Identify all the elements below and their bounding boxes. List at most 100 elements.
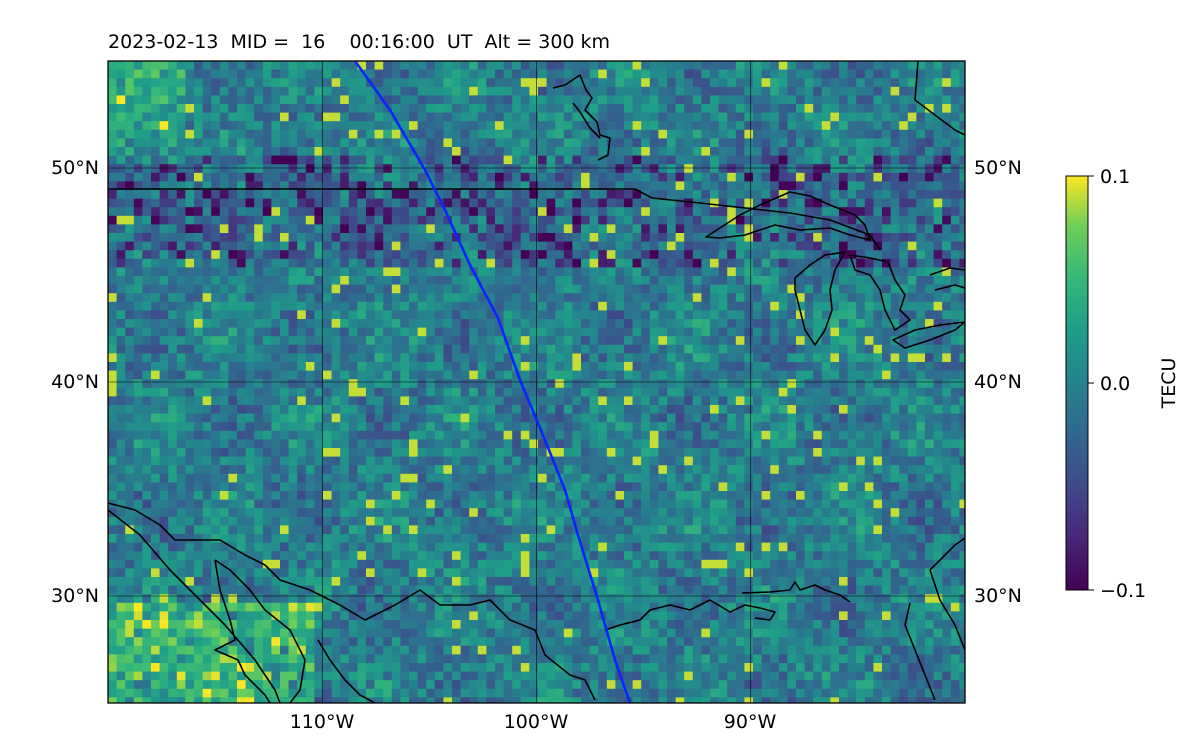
tec-cell	[658, 276, 668, 286]
tec-cell	[950, 465, 960, 475]
tec-cell	[632, 86, 642, 96]
tec-cell	[615, 61, 625, 71]
tec-cell	[821, 78, 831, 88]
tec-cell	[288, 86, 298, 96]
tec-cell	[649, 448, 659, 458]
tec-cell	[374, 267, 384, 277]
tec-cell	[211, 155, 221, 165]
tec-cell	[477, 430, 487, 440]
tec-cell	[245, 138, 255, 148]
tec-cell	[813, 198, 823, 208]
tec-cell	[959, 310, 965, 320]
tec-cell	[933, 95, 943, 105]
tec-cell	[314, 413, 324, 423]
tec-cell	[830, 138, 840, 148]
tec-cell	[443, 293, 453, 303]
tec-cell	[667, 430, 677, 440]
tec-cell	[658, 284, 668, 294]
tec-cell	[753, 172, 763, 182]
tec-cell	[202, 353, 212, 363]
tec-cell	[366, 336, 376, 346]
tec-cell	[194, 181, 204, 191]
tec-cell	[486, 319, 496, 329]
tec-cell	[477, 319, 487, 329]
tec-cell	[821, 301, 831, 311]
tec-cell	[718, 465, 728, 475]
tec-cell	[563, 430, 573, 440]
tec-cell	[503, 164, 513, 174]
tec-cell	[555, 121, 565, 131]
tec-cell	[916, 387, 926, 397]
tec-cell	[477, 267, 487, 277]
tec-cell	[503, 456, 513, 466]
tec-cell	[168, 129, 178, 139]
tec-cell	[125, 327, 135, 337]
tec-cell	[288, 336, 298, 346]
tec-cell	[761, 370, 771, 380]
tec-cell	[237, 387, 247, 397]
tec-cell	[340, 473, 350, 483]
tec-cell	[606, 327, 616, 337]
tec-cell	[452, 370, 462, 380]
tec-cell	[374, 456, 384, 466]
tec-cell	[916, 482, 926, 492]
tec-cell	[882, 121, 892, 131]
tec-cell	[159, 465, 169, 475]
tec-cell	[142, 164, 152, 174]
tec-cell	[538, 344, 548, 354]
tec-cell	[271, 319, 281, 329]
tec-cell	[280, 319, 290, 329]
tec-cell	[563, 215, 573, 225]
tec-cell	[503, 121, 513, 131]
tec-cell	[959, 327, 965, 337]
tec-cell	[219, 379, 229, 389]
tec-cell	[133, 181, 143, 191]
tec-cell	[847, 215, 857, 225]
tec-cell	[426, 61, 436, 71]
tec-cell	[125, 422, 135, 432]
tec-cell	[538, 301, 548, 311]
tec-cell	[735, 284, 745, 294]
tec-cell	[194, 327, 204, 337]
tec-cell	[254, 353, 264, 363]
tec-cell	[477, 224, 487, 234]
tec-cell	[899, 112, 909, 122]
tec-cell	[710, 387, 720, 397]
tec-cell	[581, 224, 591, 234]
tec-cell	[830, 276, 840, 286]
tec-cell	[133, 155, 143, 165]
tec-cell	[744, 482, 754, 492]
tec-cell	[546, 164, 556, 174]
tec-cell	[211, 276, 221, 286]
tec-cell	[383, 301, 393, 311]
tec-cell	[340, 439, 350, 449]
tec-cell	[314, 387, 324, 397]
tec-cell	[959, 387, 965, 397]
tec-cell	[520, 413, 530, 423]
tec-cell	[374, 181, 384, 191]
tec-cell	[400, 258, 410, 268]
tec-cell	[770, 293, 780, 303]
tec-cell	[916, 396, 926, 406]
tec-cell	[237, 319, 247, 329]
tec-cell	[323, 138, 333, 148]
tec-cell	[495, 104, 505, 114]
tec-cell	[684, 482, 694, 492]
tec-cell	[323, 207, 333, 217]
tec-cell	[615, 233, 625, 243]
tec-cell	[168, 121, 178, 131]
tec-cell	[847, 387, 857, 397]
tec-cell	[555, 86, 565, 96]
tec-cell	[391, 413, 401, 423]
tec-cell	[873, 224, 883, 234]
tec-cell	[804, 61, 814, 71]
tec-cell	[417, 387, 427, 397]
tec-cell	[477, 190, 487, 200]
tec-cell	[323, 78, 333, 88]
tec-cell	[710, 138, 720, 148]
tec-cell	[701, 370, 711, 380]
tec-cell	[641, 267, 651, 277]
tec-cell	[847, 276, 857, 286]
tec-cell	[142, 155, 152, 165]
tec-cell	[632, 293, 642, 303]
